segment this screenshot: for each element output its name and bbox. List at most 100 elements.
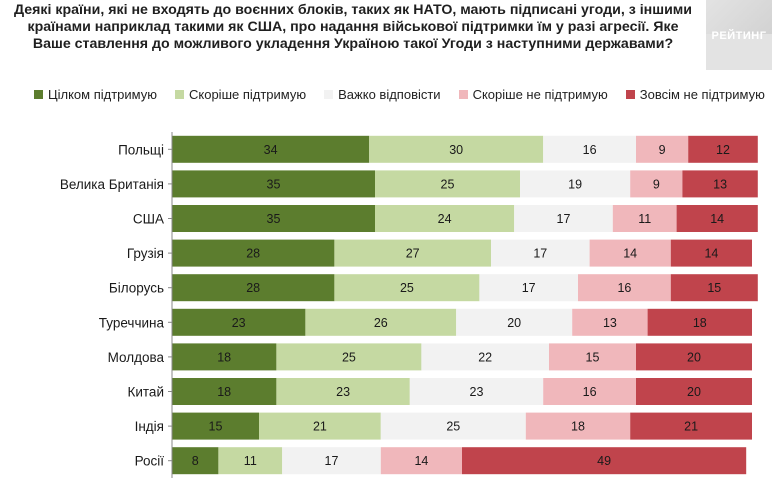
bar-segment: [172, 170, 375, 198]
legend-label: Зовсім не підтримую: [639, 86, 765, 102]
bar-segment: [276, 378, 410, 405]
legend-item-rather-support: Скоріше підтримую: [175, 87, 306, 102]
data-label: 25: [441, 177, 455, 191]
bar-segment: [375, 205, 515, 232]
chart-title: Деякі країни, які не входять до воєнних …: [13, 2, 693, 52]
category-label: Китай: [128, 385, 165, 400]
data-label: 20: [687, 350, 701, 364]
bar-segment: [218, 447, 283, 475]
data-label: 28: [246, 247, 260, 261]
data-label: 15: [209, 420, 223, 434]
category-label: Туреччина: [99, 315, 165, 330]
bar-segment: [589, 239, 671, 267]
data-label: 8: [192, 454, 199, 468]
category-label: США: [133, 212, 164, 227]
data-label: 14: [414, 454, 428, 468]
bar-segment: [282, 447, 381, 475]
bar-segment: [647, 308, 752, 336]
bar-segment: [636, 378, 752, 405]
bar-segment: [380, 447, 462, 475]
bar-segment: [612, 205, 677, 232]
category-label: Росії: [135, 454, 165, 469]
bar-segment: [630, 170, 683, 198]
data-label: 9: [653, 177, 660, 191]
bar-segment: [491, 239, 590, 267]
legend-swatch: [458, 89, 468, 99]
data-label: 23: [470, 385, 484, 399]
bar-segment: [543, 135, 636, 163]
data-label: 17: [522, 281, 536, 295]
bar-segment: [172, 239, 335, 267]
data-label: 20: [507, 316, 521, 330]
data-label: 14: [710, 212, 724, 226]
data-label: 9: [659, 143, 666, 157]
data-label: 15: [586, 350, 600, 364]
data-label: 21: [313, 420, 327, 434]
data-label: 14: [704, 247, 718, 261]
bar-segment: [172, 378, 277, 405]
category-label: Молдова: [108, 350, 165, 365]
bar-segment: [172, 447, 219, 475]
data-label: 49: [597, 454, 611, 468]
bar-segment: [172, 135, 370, 163]
data-label: 16: [583, 385, 597, 399]
data-label: 14: [623, 247, 637, 261]
data-label: 34: [264, 143, 278, 157]
legend-swatch: [625, 89, 635, 99]
logo-text: РЕЙТИНГ: [711, 30, 767, 42]
legend-label: Скоріше підтримую: [189, 86, 307, 102]
legend-swatch: [175, 89, 184, 99]
bar-segment: [676, 205, 758, 232]
category-label: Польщі: [118, 142, 164, 157]
chart-legend: Цілком підтримую Скоріше підтримую Важко…: [34, 86, 772, 102]
data-label: 24: [438, 212, 452, 226]
bar-segment: [636, 135, 689, 163]
bar-segment: [172, 308, 306, 336]
bar-segment: [549, 343, 636, 371]
data-label: 11: [244, 454, 257, 468]
bar-segment: [375, 170, 520, 198]
data-label: 25: [342, 350, 356, 364]
data-label: 21: [684, 420, 698, 434]
data-label: 25: [400, 281, 414, 295]
legend-swatch: [324, 89, 334, 99]
data-label: 18: [693, 316, 707, 330]
bar-segment: [525, 412, 631, 440]
category-label: Велика Британія: [60, 177, 164, 192]
data-label: 12: [716, 143, 730, 157]
data-label: 17: [533, 247, 547, 261]
bar-segment: [172, 412, 259, 440]
data-label: 19: [568, 177, 582, 191]
bar-segment: [172, 274, 335, 302]
bar-segment: [172, 205, 375, 232]
bar-segment: [259, 412, 381, 440]
data-label: 23: [336, 385, 350, 399]
brand-logo: РЕЙТИНГ: [706, 0, 772, 70]
data-label: 16: [617, 281, 631, 295]
bar-segment: [479, 274, 578, 302]
bar-segment: [334, 274, 480, 302]
legend-label: Цілком підтримую: [48, 86, 157, 102]
bar-segment: [572, 308, 648, 336]
bar-segment: [380, 412, 526, 440]
data-label: 27: [406, 247, 420, 261]
bar-segment: [276, 343, 422, 371]
bar-segment: [514, 205, 613, 232]
data-label: 15: [707, 281, 721, 295]
data-label: 18: [217, 385, 231, 399]
data-label: 25: [446, 420, 460, 434]
data-label: 18: [217, 350, 231, 364]
bar-segment: [456, 308, 573, 336]
data-label: 13: [713, 177, 727, 191]
bar-segment: [670, 274, 758, 302]
data-label: 30: [449, 143, 463, 157]
data-label: 20: [687, 385, 701, 399]
bar-segment: [630, 412, 752, 440]
data-label: 16: [583, 143, 597, 157]
category-label: Грузія: [127, 246, 164, 261]
category-label: Індія: [135, 419, 164, 434]
data-label: 17: [325, 454, 339, 468]
data-label: 26: [374, 316, 388, 330]
bar-segment: [305, 308, 457, 336]
